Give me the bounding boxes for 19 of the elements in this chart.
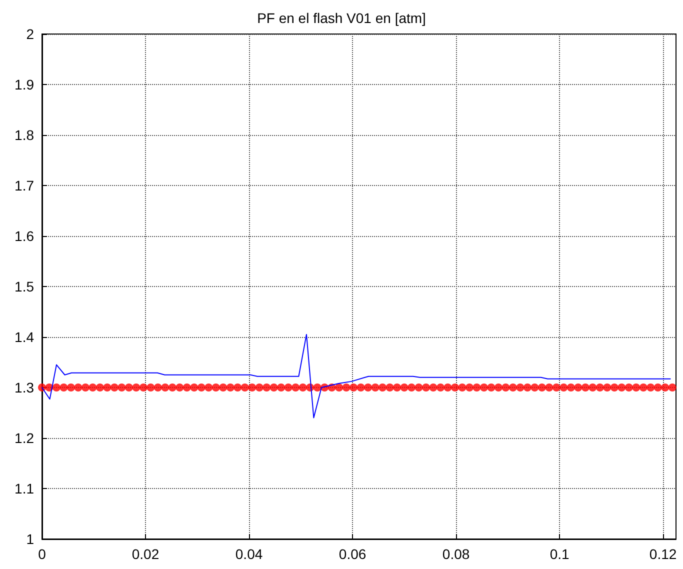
y-tick-label: 1.7 — [14, 178, 34, 194]
y-tick-label: 1.9 — [14, 76, 34, 92]
chart-title: PF en el flash V01 en [atm] — [257, 10, 426, 26]
x-tick-label: 0.08 — [442, 546, 470, 562]
x-tick-label: 0.06 — [338, 546, 366, 562]
y-tick-label: 1.6 — [14, 228, 34, 244]
y-tick-label: 1.5 — [14, 278, 34, 294]
x-tick-label: 0.12 — [649, 546, 677, 562]
y-tick-label: 1.8 — [14, 127, 34, 143]
x-tick-label: 0.04 — [235, 546, 263, 562]
y-tick-label: 1.2 — [14, 430, 34, 446]
x-tick-label: 0 — [38, 546, 46, 562]
x-tick-label: 0.02 — [132, 546, 160, 562]
y-tick-label: 1.3 — [14, 380, 34, 396]
y-tick-label: 1.4 — [14, 329, 34, 345]
y-tick-label: 1 — [26, 531, 34, 547]
x-tick-label: 0.1 — [550, 546, 570, 562]
y-tick-label: 2 — [26, 26, 34, 42]
y-tick-label: 1.1 — [14, 480, 34, 496]
